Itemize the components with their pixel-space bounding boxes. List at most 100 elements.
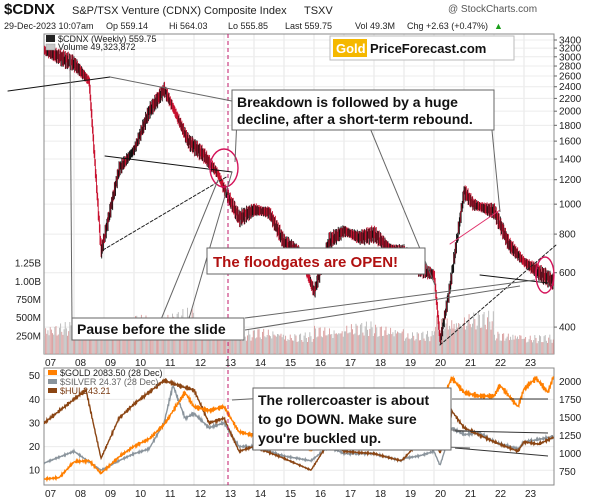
volume-bar [123, 338, 125, 354]
goldpriceforecast-logo: Gold PriceForecast.com [329, 35, 515, 61]
x-tick-label: 22 [495, 489, 507, 500]
volume-bar [398, 332, 400, 354]
left-tick-label: 30 [29, 418, 41, 429]
volume-bar [147, 328, 149, 354]
volume-bar [249, 334, 251, 354]
volume-bar [237, 332, 239, 354]
quote-open: Op 559.14 [106, 21, 148, 31]
volume-bar [485, 329, 487, 354]
callout-pause: Pause before the slide [71, 317, 245, 341]
volume-bar [87, 330, 89, 354]
volume-bar [314, 325, 315, 354]
top-left-volume-axis: 1.25B 1.00B 750M 500M 250M [15, 259, 41, 343]
volume-bar [137, 328, 139, 354]
volume-bar [304, 332, 306, 354]
volume-bar [263, 328, 265, 354]
volume-bar [543, 336, 545, 354]
volume-bar [465, 329, 467, 354]
volume-bar [489, 321, 491, 354]
volume-bar [67, 335, 68, 354]
volume-bar [548, 337, 550, 354]
volume-bar [77, 332, 79, 354]
bottom-annotations [454, 398, 549, 457]
volume-bar [115, 330, 117, 354]
volume-bar [280, 333, 282, 354]
volume-bar [207, 335, 209, 354]
volume-bar [289, 334, 291, 354]
pointer-pause-4 [244, 279, 536, 319]
volume-bar [203, 336, 205, 354]
volume-bar [266, 335, 268, 354]
volume-bar [539, 335, 540, 354]
volume-bar [54, 327, 56, 354]
volume-bar [345, 331, 347, 354]
volume-bar [312, 338, 314, 354]
callout-breakdown-line2: decline, after a short-term rebound. [237, 111, 473, 127]
volume-bar [332, 338, 334, 354]
volume-bar [353, 334, 355, 354]
volume-bar [210, 338, 212, 354]
volume-bar [372, 335, 374, 354]
volume-bar [244, 336, 246, 354]
logo-site-text: PriceForecast.com [370, 41, 486, 56]
volume-bar [61, 331, 63, 354]
volume-bar [532, 342, 533, 354]
volume-bar [349, 332, 351, 354]
bottom-left-axis: 50 40 30 20 10 [29, 371, 41, 476]
volume-bar [499, 340, 501, 354]
volume-bar [454, 329, 456, 354]
volume-bar [413, 335, 415, 354]
volume-bar [550, 339, 552, 354]
volume-bar [104, 332, 105, 354]
right-tick-label: 750 [559, 467, 576, 478]
volume-bar [458, 323, 460, 354]
volume-bar [209, 337, 210, 354]
callout-breakdown-line1: Breakdown is followed by a huge [237, 94, 458, 110]
x-tick-label: 21 [465, 489, 477, 500]
volume-bar [507, 333, 509, 354]
volume-bar [204, 338, 206, 354]
volume-bar [219, 335, 221, 354]
volume-bar [318, 327, 320, 354]
volume-bar [98, 327, 100, 354]
volume-bar [300, 333, 302, 354]
x-tick-label: 16 [315, 489, 327, 500]
volume-bar [241, 340, 243, 354]
volume-bar [143, 330, 145, 354]
legend-gold-swatch [48, 370, 57, 375]
volume-bar [424, 340, 426, 354]
x-tick-label: 20 [435, 358, 447, 369]
volume-bar [420, 340, 422, 354]
volume-bar [472, 323, 473, 354]
volume-bar [72, 333, 74, 354]
volume-bar [502, 333, 503, 354]
volume-bar [457, 327, 458, 354]
volume-bar [342, 336, 344, 354]
volume-bar [365, 321, 367, 354]
volume-bar [409, 339, 411, 354]
volume-bar [417, 333, 419, 354]
volume-bar [213, 336, 215, 354]
volume-bar [296, 341, 298, 354]
volume-bar [416, 332, 418, 354]
volume-bar [483, 312, 485, 354]
volume-bar [405, 338, 407, 354]
volume-bar [71, 334, 73, 354]
quote-low: Lo 555.85 [228, 21, 268, 31]
volume-bar [334, 333, 336, 354]
right-tick-label: 1000 [559, 200, 582, 211]
volume-bar [480, 327, 482, 354]
volume-bar [361, 323, 363, 354]
volume-bar [404, 340, 405, 354]
silver-line [44, 383, 554, 472]
x-tick-label: 13 [225, 489, 237, 500]
volume-bar [194, 338, 195, 354]
callout-pause-text: Pause before the slide [77, 321, 226, 337]
volume-bar [272, 331, 274, 354]
volume-bar [107, 336, 109, 354]
volume-bar [520, 335, 522, 354]
volume-tick-label: 1.25B [15, 259, 41, 270]
volume-bar [100, 332, 102, 354]
volume-bar [528, 339, 530, 354]
volume-bar [348, 332, 350, 354]
